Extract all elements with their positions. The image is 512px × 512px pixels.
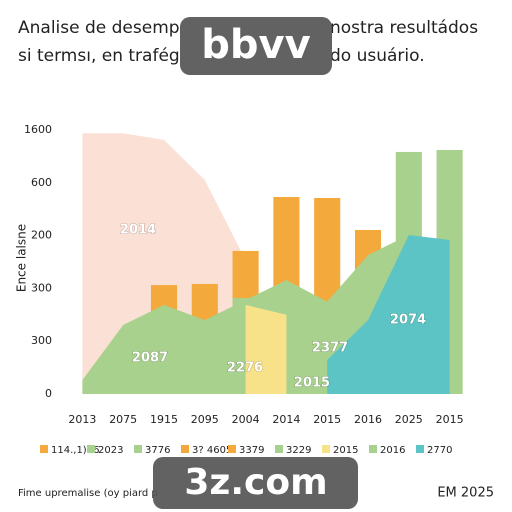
subtitle-part: do usuário. (330, 46, 425, 66)
watermark: 3z.com (184, 462, 327, 503)
legend-swatch (369, 445, 377, 453)
area (245, 304, 287, 394)
x-tick-label: 2025 (395, 413, 423, 426)
x-tick-label: 2013 (68, 413, 96, 426)
area-label: 2276 (227, 361, 263, 376)
area-label: 2074 (390, 313, 426, 328)
legend-label: 3? 4605 (192, 445, 232, 456)
legend-label: 3379 (239, 445, 264, 456)
legend-label: 114.,1)96 (51, 445, 99, 456)
y-tick-label: 0 (45, 387, 52, 400)
x-tick-label: 2015 (436, 413, 464, 426)
area-label: 2014 (120, 223, 156, 238)
footer-left: Fime upremalise (oy piard p (18, 488, 158, 499)
legend-swatch (228, 445, 236, 453)
legend-swatch (181, 445, 189, 453)
x-tick-label: 2004 (232, 413, 260, 426)
watermark-box (180, 17, 332, 75)
x-tick-label: 2095 (191, 413, 219, 426)
legend-label: 2015 (333, 445, 358, 456)
legend-swatch (275, 445, 283, 453)
legend-label: 3776 (145, 445, 170, 456)
x-tick-label: 2016 (354, 413, 382, 426)
legend-label: 3229 (286, 445, 311, 456)
watermark: bbvv (201, 22, 310, 68)
area-label: 2087 (132, 351, 168, 366)
watermark-box (153, 457, 358, 509)
x-tick-label: 2075 (109, 413, 137, 426)
y-axis-label: Ence lalsne (15, 224, 29, 292)
legend-swatch (40, 445, 48, 453)
legend-label: 2016 (380, 445, 405, 456)
legend-label: 2770 (427, 445, 452, 456)
subtitle-part: si termsı, en trafég (18, 46, 180, 66)
area-label: 2015 (294, 376, 330, 391)
legend-swatch (416, 445, 424, 453)
area (327, 234, 450, 394)
y-tick-label: 300 (31, 281, 52, 294)
legend-swatch (134, 445, 142, 453)
x-tick-label: 1915 (150, 413, 178, 426)
y-tick-label: 600 (31, 176, 52, 189)
legend-swatch (322, 445, 330, 453)
x-tick-label: 2014 (272, 413, 300, 426)
area-label: 2377 (312, 341, 348, 356)
footer-right: EM 2025 (437, 486, 494, 501)
y-tick-label: 1600 (24, 123, 52, 136)
title-part: Analise de desemp (18, 18, 180, 38)
legend-label: 2023 (98, 445, 123, 456)
x-tick-label: 2015 (313, 413, 341, 426)
y-tick-label: 300 (31, 334, 52, 347)
legend-swatch (87, 445, 95, 453)
title-part: nostra resultádos (330, 18, 478, 38)
y-tick-label: 200 (31, 229, 52, 242)
